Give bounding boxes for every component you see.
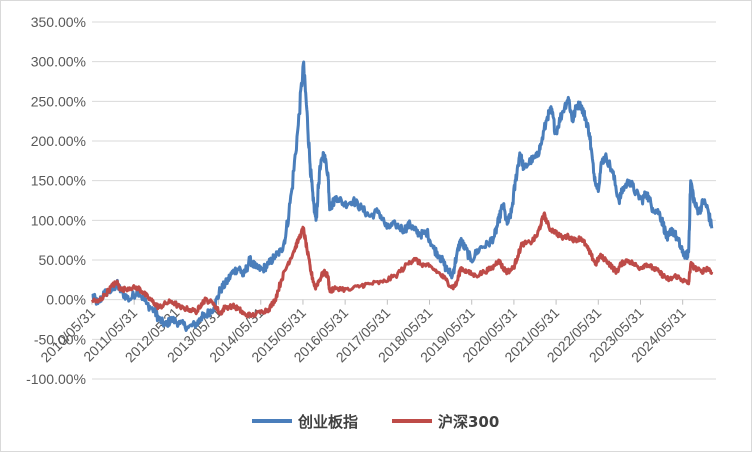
y-tick-label: -100.00%: [26, 371, 86, 387]
y-tick-label: 250.00%: [31, 93, 86, 109]
y-tick-label: 150.00%: [31, 173, 86, 189]
legend: 创业板指 沪深300: [252, 413, 499, 431]
series-line-0: [91, 60, 714, 332]
gridlines: [92, 21, 716, 380]
legend-label: 沪深300: [438, 413, 499, 431]
series-line-1: [90, 211, 714, 319]
y-tick-label: -50.00%: [34, 331, 86, 347]
y-tick-label: 350.00%: [31, 14, 86, 30]
y-tick-label: 200.00%: [31, 133, 86, 149]
series-lines: [90, 60, 714, 332]
y-tick-label: 300.00%: [31, 54, 86, 70]
y-tick-label: 100.00%: [31, 212, 86, 228]
y-axis: 350.00% 300.00% 250.00% 200.00% 150.00% 100.0…: [26, 14, 86, 387]
legend-label: 创业板指: [297, 413, 358, 431]
x-axis: 2010/05/312011/05/312012/05/312013/05/31…: [37, 299, 689, 365]
y-tick-label: 50.00%: [39, 252, 86, 268]
y-tick-label: 0.00%: [46, 292, 86, 308]
